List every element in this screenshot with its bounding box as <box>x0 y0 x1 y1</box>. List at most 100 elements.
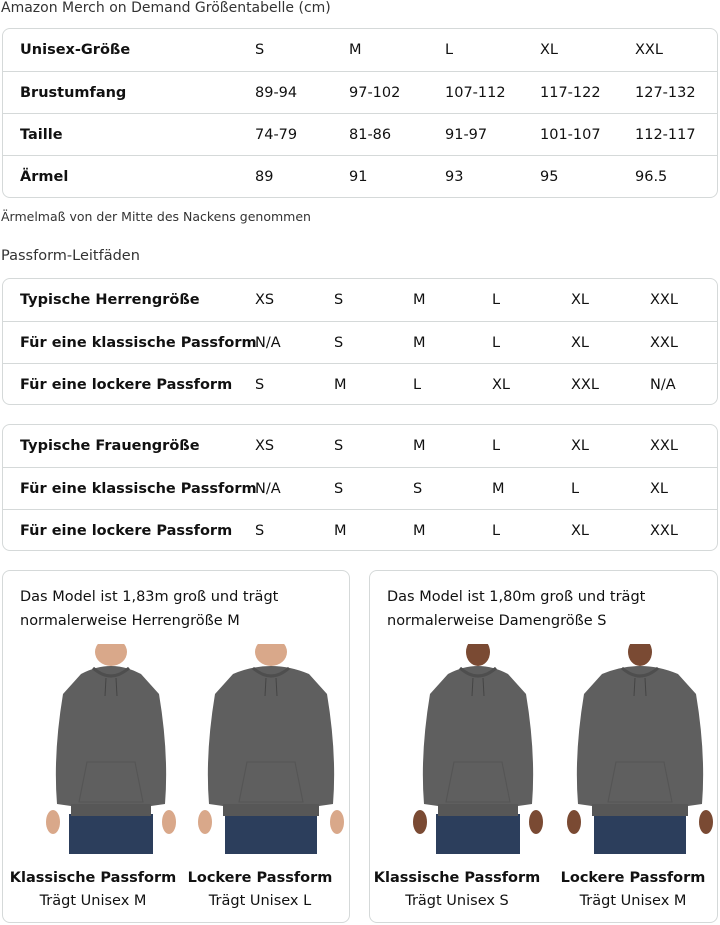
hoodie-body <box>55 666 167 816</box>
table-cell: 89-94 <box>255 84 298 101</box>
table-row: Für eine klassische Passform N/A S S M L XL <box>3 467 717 509</box>
table-cell: L <box>492 292 501 308</box>
table-cell: S <box>255 522 265 539</box>
fit-title: Klassische Passform <box>373 870 541 886</box>
table-cell: L <box>492 522 501 539</box>
table-cell: XL <box>650 480 669 497</box>
table-cell: N/A <box>255 480 281 497</box>
table-cell: M <box>334 522 347 539</box>
table-row: Für eine klassische Passform N/A S M L XL XXL <box>3 321 717 363</box>
table-cell: XXL <box>635 42 663 58</box>
table-cell: L <box>571 480 580 497</box>
table-cell: XXL <box>650 334 678 351</box>
pocket <box>78 761 144 803</box>
table-cell: L <box>492 334 501 351</box>
jeans <box>69 814 153 854</box>
row-label: Ärmel <box>20 168 69 185</box>
table-row: Unisex-Größe S M L XL XXL <box>3 29 717 71</box>
table-cell: XL <box>492 376 511 393</box>
table-cell: 112-117 <box>635 126 696 143</box>
table-cell: N/A <box>255 334 281 351</box>
model-photo-loose <box>560 638 720 854</box>
neck <box>255 638 287 666</box>
table-cell: S <box>413 480 423 497</box>
hoodie-body <box>207 666 335 816</box>
neck <box>95 638 127 666</box>
table-cell: XXL <box>571 376 599 393</box>
table-cell: S <box>334 334 344 351</box>
fit-title: Klassische Passform <box>9 870 177 886</box>
table-cell: 93 <box>445 168 464 185</box>
table-cell: 91-97 <box>445 126 488 143</box>
hoodie-body <box>422 666 534 816</box>
table-cell: XXL <box>650 522 678 539</box>
neck <box>628 638 652 666</box>
table-cell: XXL <box>650 438 678 454</box>
row-label: Typische Frauengröße <box>20 438 200 454</box>
model-photo-classic <box>398 638 558 854</box>
row-label: Unisex-Größe <box>20 42 131 58</box>
table-cell: L <box>445 42 454 58</box>
table-row: Typische Herrengröße XS S M L XL XXL <box>3 279 717 321</box>
table-cell: S <box>334 438 344 454</box>
size-chart-title: Amazon Merch on Demand Größentabelle (cm… <box>1 0 331 16</box>
table-cell: M <box>413 438 426 454</box>
table-row: Ärmel 89 91 93 95 96.5 <box>3 155 717 197</box>
table-row: Taille 74-79 81-86 91-97 101-107 112-117 <box>3 113 717 155</box>
table-cell: XL <box>571 334 590 351</box>
men-fit-table: Typische Herrengröße XS S M L XL XXL Für eine k… <box>2 278 718 405</box>
table-cell: M <box>334 376 347 393</box>
pocket <box>607 761 673 803</box>
table-cell: S <box>255 42 265 58</box>
table-cell: M <box>413 292 426 308</box>
table-cell: XL <box>571 292 590 308</box>
table-cell: XL <box>540 42 559 58</box>
fit-guides-title: Passform-Leitfäden <box>1 248 140 264</box>
model-card-men: Das Model ist 1,83m groß und trägt norma… <box>2 570 350 923</box>
fit-size: Trägt Unisex S <box>405 893 509 909</box>
row-label: Für eine lockere Passform <box>20 522 233 539</box>
table-cell: M <box>413 522 426 539</box>
model-description: Das Model ist 1,80m groß und trägt norma… <box>387 589 646 629</box>
table-cell: XXL <box>650 292 678 308</box>
table-cell: 117-122 <box>540 84 601 101</box>
pocket <box>238 761 304 803</box>
fit-title: Lockere Passform <box>187 870 333 886</box>
jeans <box>594 814 686 854</box>
table-row: Brustumfang 89-94 97-102 107-112 117-122 127-… <box>3 71 717 113</box>
table-cell: XS <box>255 292 275 308</box>
neck <box>466 638 490 666</box>
table-cell: 127-132 <box>635 84 696 101</box>
model-card-women: Das Model ist 1,80m groß und trägt norma… <box>369 570 718 923</box>
model-photo-classic <box>31 638 191 854</box>
table-cell: 81-86 <box>349 126 392 143</box>
row-label: Für eine lockere Passform <box>20 376 233 393</box>
hoodie-body <box>576 666 704 816</box>
table-cell: XL <box>571 438 590 454</box>
table-cell: S <box>334 292 344 308</box>
table-cell: M <box>492 480 505 497</box>
table-row: Typische Frauengröße XS S M L XL XXL <box>3 425 717 467</box>
table-row: Für eine lockere Passform S M M L XL XXL <box>3 509 717 550</box>
table-cell: 96.5 <box>635 168 668 185</box>
table-cell: S <box>334 480 344 497</box>
table-cell: L <box>413 376 422 393</box>
table-cell: N/A <box>650 376 676 393</box>
fit-caption: Klassische Passform Trägt Unisex M <box>8 867 178 913</box>
jeans <box>436 814 520 854</box>
fit-title: Lockere Passform <box>560 870 706 886</box>
table-cell: 101-107 <box>540 126 601 143</box>
size-chart-table: Unisex-Größe S M L XL XXL Brustumfang 89-94 97-1… <box>2 28 718 198</box>
table-cell: 97-102 <box>349 84 401 101</box>
table-cell: XS <box>255 438 275 454</box>
jeans <box>225 814 317 854</box>
fit-size: Trägt Unisex M <box>39 893 147 909</box>
table-cell: 74-79 <box>255 126 298 143</box>
fit-size: Trägt Unisex L <box>208 893 312 909</box>
table-cell: 89 <box>255 168 274 185</box>
fit-caption: Lockere Passform Trägt Unisex L <box>175 867 345 913</box>
table-cell: M <box>413 334 426 351</box>
model-description: Das Model ist 1,83m groß und trägt norma… <box>20 589 279 629</box>
table-row: Für eine lockere Passform S M L XL XXL N/A <box>3 363 717 404</box>
table-cell: 107-112 <box>445 84 506 101</box>
